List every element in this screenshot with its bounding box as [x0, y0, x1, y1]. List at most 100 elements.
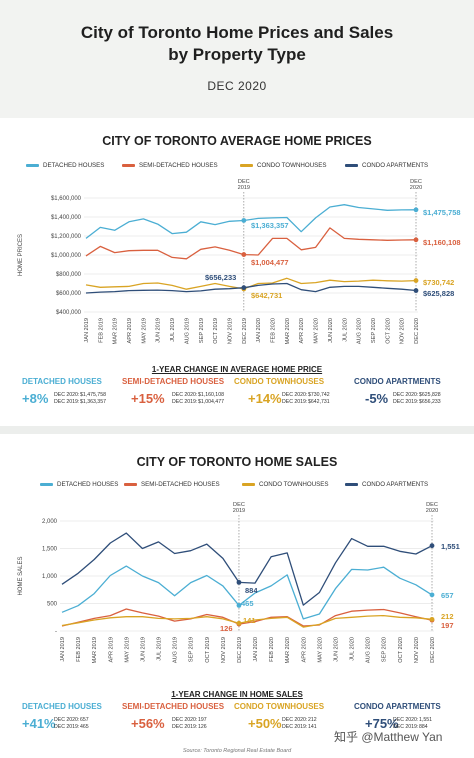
change-detail-value: $1,004,477 — [198, 399, 224, 405]
report-date: DEC 2020 — [207, 79, 267, 93]
change-detail-label: DEC 2019: — [172, 399, 198, 405]
sales-section-title: CITY OF TORONTO HOME SALES — [136, 455, 338, 469]
legend-swatch — [345, 482, 358, 486]
period-marker-label: 2019 — [238, 185, 250, 191]
sales-legend: DETACHED HOUSES SEMI-DETACHED HOUSES CON… — [0, 481, 474, 495]
title-line-2: by Property Type — [168, 45, 306, 64]
x-tick-label: JUL 2019 — [170, 318, 176, 342]
series-line — [61, 614, 433, 628]
change-detail-label: DEC 2020: — [282, 717, 308, 723]
data-point — [429, 543, 435, 549]
data-label: $625,828 — [423, 289, 454, 298]
x-tick-label: JUN 2020 — [333, 637, 339, 662]
change-detail: DEC 2020:$625,828 DEC 2019:$656,233 — [393, 392, 441, 406]
change-detail-line: DEC 2020:$1,475,758 — [54, 392, 106, 399]
data-point — [236, 579, 242, 585]
x-tick-label: FEB 2019 — [76, 637, 82, 662]
change-detail-value: 657 — [80, 717, 89, 723]
data-point — [241, 285, 247, 291]
change-category-name: CONDO APARTMENTS — [354, 377, 441, 386]
legend-swatch — [122, 163, 135, 167]
data-label: 212 — [441, 612, 454, 621]
change-detail-value: 465 — [80, 724, 89, 730]
change-detail-label: DEC 2020: — [172, 392, 198, 398]
x-tick-label: OCT 2020 — [398, 637, 404, 663]
data-label: $642,731 — [251, 291, 282, 300]
legend-item-semi: SEMI-DETACHED HOUSES — [124, 481, 220, 488]
x-tick-label: MAY 2020 — [314, 318, 320, 344]
change-detail-value: 197 — [198, 717, 207, 723]
period-marker-label: DEC — [233, 502, 245, 508]
prices-section-title: CITY OF TORONTO AVERAGE HOME PRICES — [102, 134, 372, 148]
change-detail-value: $656,233 — [419, 399, 441, 405]
data-label: 657 — [441, 591, 454, 600]
y-tick-label: 1,500 — [42, 547, 58, 553]
change-detail-label: DEC 2020: — [54, 392, 80, 398]
legend-swatch — [26, 163, 39, 167]
change-detail-line: DEC 2020:1,551 — [393, 717, 432, 724]
x-tick-label: MAY 2019 — [141, 318, 147, 344]
x-tick-label: JUN 2020 — [328, 318, 334, 343]
y-tick-label: $1,000,000 — [51, 253, 82, 259]
change-percent: +56% — [131, 716, 165, 731]
x-tick-label: AUG 2019 — [173, 637, 179, 663]
change-detail-line: DEC 2019:141 — [282, 724, 317, 731]
series-line — [85, 204, 417, 239]
y-axis-title: HOME SALES — [18, 556, 24, 595]
change-detail-value: 141 — [308, 724, 317, 730]
change-category-name: SEMI-DETACHED HOUSES — [122, 377, 225, 386]
x-tick-label: JUL 2020 — [350, 637, 356, 661]
y-axis-title: HOME PRICES — [18, 234, 24, 276]
series-line — [61, 565, 433, 620]
x-tick-label: MAY 2019 — [124, 637, 130, 663]
x-tick-label: SEP 2019 — [189, 637, 195, 662]
change-detail-label: DEC 2019: — [282, 724, 308, 730]
period-marker-label: 2020 — [426, 508, 438, 514]
x-tick-label: JAN 2020 — [253, 637, 259, 662]
change-detail: DEC 2020:$730,742 DEC 2019:$642,731 — [282, 392, 330, 406]
legend-label: DETACHED HOUSES — [57, 481, 119, 488]
x-tick-label: OCT 2019 — [205, 637, 211, 663]
change-detail-line: DEC 2019:$642,731 — [282, 399, 330, 406]
series-line — [85, 282, 417, 294]
x-tick-label: DEC 2019 — [242, 318, 248, 344]
x-tick-label: JUL 2019 — [157, 637, 163, 661]
change-detail-line: DEC 2019:126 — [172, 724, 207, 731]
change-detail-value: $730,742 — [308, 392, 330, 398]
x-tick-label: DEC 2019 — [237, 637, 243, 663]
x-tick-label: FEB 2020 — [271, 318, 277, 343]
series-line — [85, 227, 417, 260]
period-marker-label: DEC — [238, 179, 250, 185]
y-tick-label: $1,200,000 — [51, 234, 82, 240]
change-detail-value: $1,475,758 — [80, 392, 106, 398]
x-tick-label: SEP 2020 — [371, 318, 377, 343]
data-label: 465 — [241, 599, 254, 608]
change-detail-label: DEC 2019: — [393, 399, 419, 405]
y-tick-label: 1,000 — [42, 574, 58, 580]
x-tick-label: APR 2020 — [299, 318, 305, 344]
y-tick-label: $600,000 — [56, 291, 82, 297]
change-detail-value: 884 — [419, 724, 428, 730]
data-point — [413, 278, 419, 283]
y-tick-label: 500 — [47, 602, 58, 608]
legend-swatch — [124, 482, 137, 486]
x-tick-label: NOV 2020 — [414, 637, 420, 663]
legend-label: CONDO TOWNHOUSES — [257, 162, 327, 169]
change-detail-label: DEC 2019: — [282, 399, 308, 405]
x-tick-label: JUN 2019 — [156, 318, 162, 343]
change-detail-line: DEC 2020:657 — [54, 717, 89, 724]
x-tick-label: OCT 2020 — [385, 318, 391, 344]
change-detail-value: $642,731 — [308, 399, 330, 405]
change-detail: DEC 2020:212 DEC 2019:141 — [282, 717, 317, 731]
period-marker-label: 2020 — [410, 185, 422, 191]
change-percent: +75% — [365, 716, 399, 731]
x-tick-label: APR 2019 — [108, 637, 114, 663]
legend-item-semi: SEMI-DETACHED HOUSES — [122, 162, 218, 169]
legend-item-detached: DETACHED HOUSES — [40, 481, 118, 488]
change-detail-label: DEC 2019: — [393, 724, 419, 730]
page-title: City of Toronto Home Prices and Sales by… — [0, 22, 474, 66]
data-label: $730,742 — [423, 278, 454, 287]
data-label: $656,233 — [205, 273, 236, 282]
data-label: $1,004,477 — [251, 258, 289, 267]
change-category-name: DETACHED HOUSES — [22, 377, 102, 386]
